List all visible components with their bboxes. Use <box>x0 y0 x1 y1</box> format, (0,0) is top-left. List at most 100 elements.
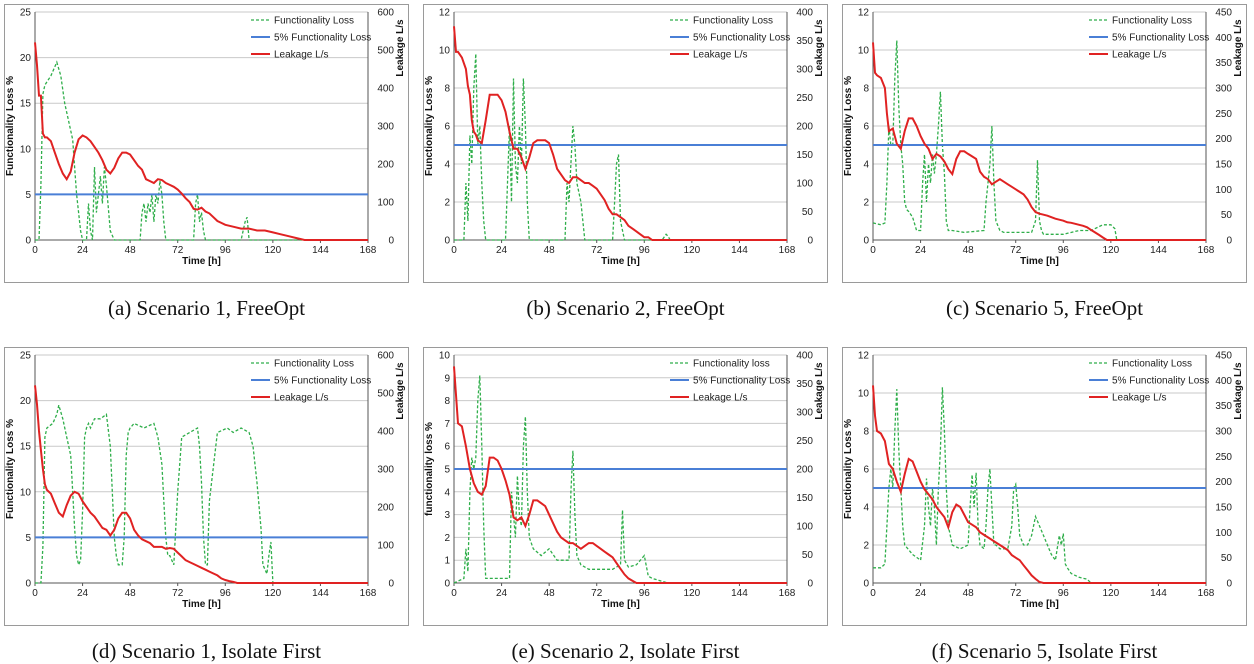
chart-a: 0 24 48 72 96 120 144 168 0 5 10 15 20 25 0 100 200 300 40… <box>4 4 409 283</box>
x-tick-label: 0 <box>870 245 876 256</box>
y2-tick-label: 50 <box>802 550 814 561</box>
y2-tick-label: 450 <box>1215 8 1232 19</box>
x-tick-label: 0 <box>451 245 457 256</box>
x-tick-label: 144 <box>312 245 329 256</box>
x-tick-label: 168 <box>360 245 377 256</box>
y2-tick-label: 0 <box>1226 236 1232 247</box>
y-tick-label: 0 <box>863 236 869 247</box>
y2-tick-label: 400 <box>1215 376 1232 387</box>
y2-tick-label: 350 <box>796 379 813 390</box>
y2-tick-label: 250 <box>796 436 813 447</box>
chart-frame <box>842 347 1247 626</box>
y2-tick-label: 100 <box>1215 528 1232 539</box>
y-tick-label: 3 <box>444 510 450 521</box>
caption-f: (f) Scenario 5, Isolate First <box>931 639 1158 663</box>
caption-c: (c) Scenario 5, FreeOpt <box>945 296 1144 320</box>
y2-tick-label: 0 <box>807 579 813 590</box>
y2-tick-label: 250 <box>1215 109 1232 120</box>
series-functionality-loss-line <box>454 53 787 241</box>
series-leakage-line <box>34 42 368 241</box>
panel-c: 0 24 48 72 96 120 144 168 0 2 4 6 8 10 12 0 50 100 150 200 2… <box>842 4 1247 320</box>
legend-label-threshold-5pct: 5% Functionality Loss <box>1112 376 1209 387</box>
y-tick-label: 7 <box>444 419 450 430</box>
x-tick-label: 168 <box>779 245 796 256</box>
legend-label-functionality-loss: Functionality Loss <box>1112 359 1192 370</box>
y-tick-label: 4 <box>444 160 450 171</box>
legend-label-functionality-loss: Functionality Loss <box>274 359 354 370</box>
y-tick-label: 2 <box>863 198 869 209</box>
chart-frame <box>842 4 1247 283</box>
y2-tick-label: 50 <box>1221 553 1233 564</box>
series-leakage-line <box>872 42 1206 241</box>
caption-a: (a) Scenario 1, FreeOpt <box>107 296 306 320</box>
y-tick-label: 8 <box>863 84 869 95</box>
legend-label-leakage: Leakage L/s <box>1112 50 1167 61</box>
y2-tick-label: 0 <box>388 579 394 590</box>
y-tick-label: 2 <box>444 533 450 544</box>
y2-tick-label: 100 <box>377 198 394 209</box>
legend: Functionality Loss 5% Functionality Loss L… <box>1089 16 1209 61</box>
x-tick-label: 48 <box>125 245 137 256</box>
y-tick-label: 5 <box>444 465 450 476</box>
series-functionality-loss-line <box>873 387 1206 584</box>
x-axis-label: Time [h] <box>1020 599 1059 610</box>
y2-tick-label: 400 <box>1215 33 1232 44</box>
y-axis-label: Functionality Loss % <box>5 76 16 176</box>
y2-tick-label: 100 <box>796 522 813 533</box>
x-tick-label: 120 <box>265 245 282 256</box>
legend-label-leakage: Leakage L/s <box>693 50 748 61</box>
panel-a: 0 24 48 72 96 120 144 168 0 5 10 15 20 25 0 100 200 300 40… <box>4 4 409 320</box>
y2-tick-label: 100 <box>796 179 813 190</box>
x-tick-label: 120 <box>265 588 282 599</box>
panel-d: 0 24 48 72 96 120 144 168 0 5 10 15 20 25 0 100 200 300 40… <box>4 347 409 663</box>
legend-label-leakage: Leakage L/s <box>1112 393 1167 404</box>
y-axis-label: Functionality Loss % <box>424 76 435 176</box>
y-axis-label: Functionality Loss % <box>5 419 16 519</box>
caption-d: (d) Scenario 1, Isolate First <box>91 639 322 663</box>
legend-label-threshold-5pct: 5% Functionality Loss <box>693 376 790 387</box>
y-tick-label: 6 <box>444 122 450 133</box>
y2-axis-label: Leakage L/s <box>814 19 825 77</box>
y2-tick-label: 600 <box>377 8 394 19</box>
x-axis-label: Time [h] <box>601 256 640 267</box>
y-tick-label: 0 <box>25 579 31 590</box>
x-tick-label: 24 <box>496 588 508 599</box>
y2-tick-label: 250 <box>796 93 813 104</box>
chart-b: 0 24 48 72 96 120 144 1680246810120501001502002… <box>423 4 828 283</box>
chart-frame <box>4 4 409 283</box>
y-tick-label: 10 <box>858 46 870 57</box>
y2-tick-label: 200 <box>1215 134 1232 145</box>
y-tick-label: 0 <box>25 236 31 247</box>
x-tick-label: 120 <box>1103 245 1120 256</box>
x-tick-label: 96 <box>220 245 232 256</box>
x-tick-label: 144 <box>731 588 748 599</box>
x-tick-label: 144 <box>312 588 329 599</box>
y2-tick-label: 200 <box>796 122 813 133</box>
legend-label-leakage: Leakage L/s <box>274 50 329 61</box>
y-tick-label: 25 <box>20 351 32 362</box>
y2-tick-label: 200 <box>377 160 394 171</box>
y2-axis-label: Leakage L/s <box>1233 362 1244 420</box>
y-tick-label: 9 <box>444 373 450 384</box>
y2-axis-label: Leakage L/s <box>395 362 406 420</box>
y2-tick-label: 0 <box>1226 579 1232 590</box>
x-tick-label: 144 <box>1150 588 1167 599</box>
x-axis-label: Time [h] <box>182 599 221 610</box>
y-tick-label: 4 <box>863 503 869 514</box>
y2-axis-label: Leakage L/s <box>1233 19 1244 77</box>
series-functionality-loss-line <box>872 40 1206 241</box>
y-axis-label: Functionality Loss % <box>843 76 854 176</box>
x-tick-label: 24 <box>915 588 927 599</box>
y2-tick-label: 150 <box>796 150 813 161</box>
legend: Functionality Loss 5% Functionality Loss L… <box>251 359 371 404</box>
y2-tick-label: 300 <box>796 408 813 419</box>
y2-tick-label: 200 <box>796 465 813 476</box>
y-tick-label: 4 <box>863 160 869 171</box>
y-tick-label: 10 <box>20 487 32 498</box>
x-tick-label: 24 <box>77 588 89 599</box>
legend-label-functionality-loss: Functionality Loss <box>274 16 354 27</box>
x-tick-label: 96 <box>1058 588 1070 599</box>
y2-tick-label: 450 <box>1215 351 1232 362</box>
x-tick-label: 120 <box>684 588 701 599</box>
y2-axis-label: Leakage L/s <box>395 19 406 77</box>
